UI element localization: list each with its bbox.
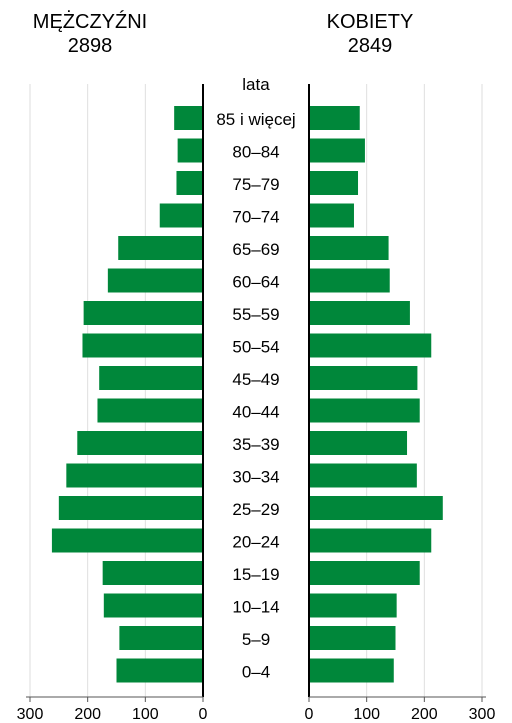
bar-male [159, 203, 203, 228]
x-tick-label-right: 0 [305, 706, 314, 723]
bar-female [309, 333, 432, 358]
age-group-label: 50–54 [232, 338, 279, 357]
y-axis-title: lata [242, 75, 270, 94]
x-tick-label-left: 100 [132, 706, 159, 723]
bar-female [309, 203, 354, 228]
age-group-label: 75–79 [232, 175, 279, 194]
bar-female [309, 561, 420, 585]
females-total: 2849 [347, 35, 393, 57]
age-group-label: 35–39 [232, 435, 279, 454]
age-group-label: 10–14 [232, 598, 279, 617]
bar-male [103, 593, 203, 618]
bar-female [309, 626, 396, 650]
bar-female [309, 593, 397, 618]
bar-female [309, 106, 360, 130]
bar-female [309, 236, 389, 260]
males-header: MĘŻCZYŹNI 2898 [20, 10, 160, 58]
x-tick-label-left: 0 [199, 706, 208, 723]
bar-female [309, 366, 418, 390]
age-group-label: 15–19 [232, 565, 279, 584]
bar-female [309, 138, 365, 163]
age-group-label: 60–64 [232, 273, 279, 292]
bar-female [309, 496, 443, 520]
age-group-label: 30–34 [232, 468, 279, 487]
bar-male [99, 366, 203, 390]
x-tick-label-right: 100 [353, 706, 380, 723]
bar-male [116, 658, 203, 683]
bar-female [309, 398, 420, 423]
age-group-label: 45–49 [232, 370, 279, 389]
bar-female [309, 268, 390, 293]
bar-male [174, 106, 203, 130]
bar-female [309, 528, 432, 553]
bar-male [97, 398, 203, 423]
x-tick-label-right: 300 [469, 706, 496, 723]
age-group-label: 70–74 [232, 208, 279, 227]
age-group-label: 80–84 [232, 143, 279, 162]
females-title: KOBIETY [326, 11, 414, 33]
bar-male [83, 301, 203, 325]
age-group-label: 65–69 [232, 240, 279, 259]
bar-male [177, 138, 203, 163]
age-group-label: 0–4 [242, 663, 270, 682]
age-group-label: 40–44 [232, 403, 279, 422]
females-header: KOBIETY 2849 [300, 10, 440, 58]
age-group-label: 85 i więcej [216, 110, 295, 129]
males-total: 2898 [67, 35, 113, 57]
bar-male [102, 561, 203, 585]
age-group-label: 55–59 [232, 305, 279, 324]
bar-male [82, 333, 203, 358]
males-title: MĘŻCZYŹNI [32, 11, 148, 33]
age-group-label: 25–29 [232, 500, 279, 519]
age-group-label: 5–9 [242, 630, 270, 649]
bar-male [118, 236, 203, 260]
bar-male [66, 463, 203, 488]
bar-female [309, 431, 408, 455]
bar-male [119, 626, 203, 650]
bar-female [309, 658, 394, 683]
bar-male [58, 496, 204, 520]
bar-female [309, 171, 359, 195]
bar-female [309, 463, 417, 488]
bar-male [51, 528, 204, 553]
x-tick-label-left: 200 [74, 706, 101, 723]
bar-female [309, 301, 410, 325]
bar-male [107, 268, 203, 293]
x-tick-label-left: 300 [17, 706, 44, 723]
age-group-label: 20–24 [232, 533, 279, 552]
bar-male [176, 171, 203, 195]
bar-male [77, 431, 203, 455]
x-tick-label-right: 200 [411, 706, 438, 723]
